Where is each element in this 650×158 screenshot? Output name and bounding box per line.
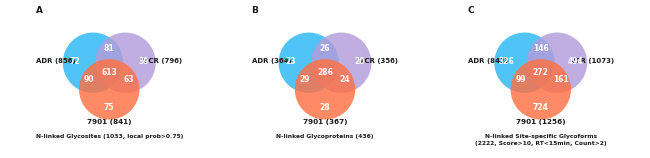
- Text: 7901 (367): 7901 (367): [303, 119, 347, 125]
- Circle shape: [494, 33, 554, 93]
- Text: ADR (364): ADR (364): [252, 58, 292, 64]
- Text: 161: 161: [552, 75, 569, 84]
- Text: ADR (856): ADR (856): [36, 58, 76, 64]
- Circle shape: [526, 33, 587, 93]
- Text: 39: 39: [138, 57, 149, 66]
- Text: 724: 724: [533, 103, 549, 112]
- Text: 24: 24: [340, 75, 350, 84]
- Text: 26: 26: [320, 44, 330, 52]
- Text: 272: 272: [533, 68, 549, 77]
- Circle shape: [510, 59, 571, 120]
- Text: 72: 72: [70, 57, 80, 66]
- Text: C: C: [467, 6, 474, 15]
- Text: 7901 (1256): 7901 (1256): [516, 119, 566, 125]
- Text: 286: 286: [317, 68, 333, 77]
- Text: 20: 20: [354, 57, 365, 66]
- Text: 7901 (841): 7901 (841): [87, 119, 131, 125]
- Text: 29: 29: [300, 75, 310, 84]
- Text: N-linked Glycosites (1033, local prob>0.75): N-linked Glycosites (1033, local prob>0.…: [36, 134, 183, 139]
- Circle shape: [294, 59, 356, 120]
- Text: 613: 613: [101, 68, 117, 77]
- Text: B: B: [252, 6, 258, 15]
- Text: 494: 494: [567, 57, 583, 66]
- Text: 81: 81: [104, 44, 114, 52]
- Text: N-linked Site-specific Glycoforms
(2222, Score>10, RT<15min, Count>2): N-linked Site-specific Glycoforms (2222,…: [475, 134, 606, 146]
- Text: VCR (796): VCR (796): [143, 58, 182, 64]
- Text: 146: 146: [533, 44, 549, 52]
- Circle shape: [79, 59, 140, 120]
- Text: VCR (1073): VCR (1073): [569, 58, 614, 64]
- Circle shape: [279, 33, 339, 93]
- Text: VCR (356): VCR (356): [359, 58, 398, 64]
- Circle shape: [96, 33, 156, 93]
- Text: 63: 63: [124, 75, 135, 84]
- Text: ADR (843): ADR (843): [468, 58, 508, 64]
- Text: 90: 90: [84, 75, 95, 84]
- Text: 28: 28: [320, 103, 330, 112]
- Circle shape: [311, 33, 371, 93]
- Text: 23: 23: [285, 57, 296, 66]
- Circle shape: [63, 33, 124, 93]
- Text: A: A: [36, 6, 42, 15]
- Text: 99: 99: [515, 75, 526, 84]
- Text: N-linked Glycoproteins (436): N-linked Glycoproteins (436): [276, 134, 374, 139]
- Text: 326: 326: [499, 57, 514, 66]
- Text: 75: 75: [104, 103, 114, 112]
